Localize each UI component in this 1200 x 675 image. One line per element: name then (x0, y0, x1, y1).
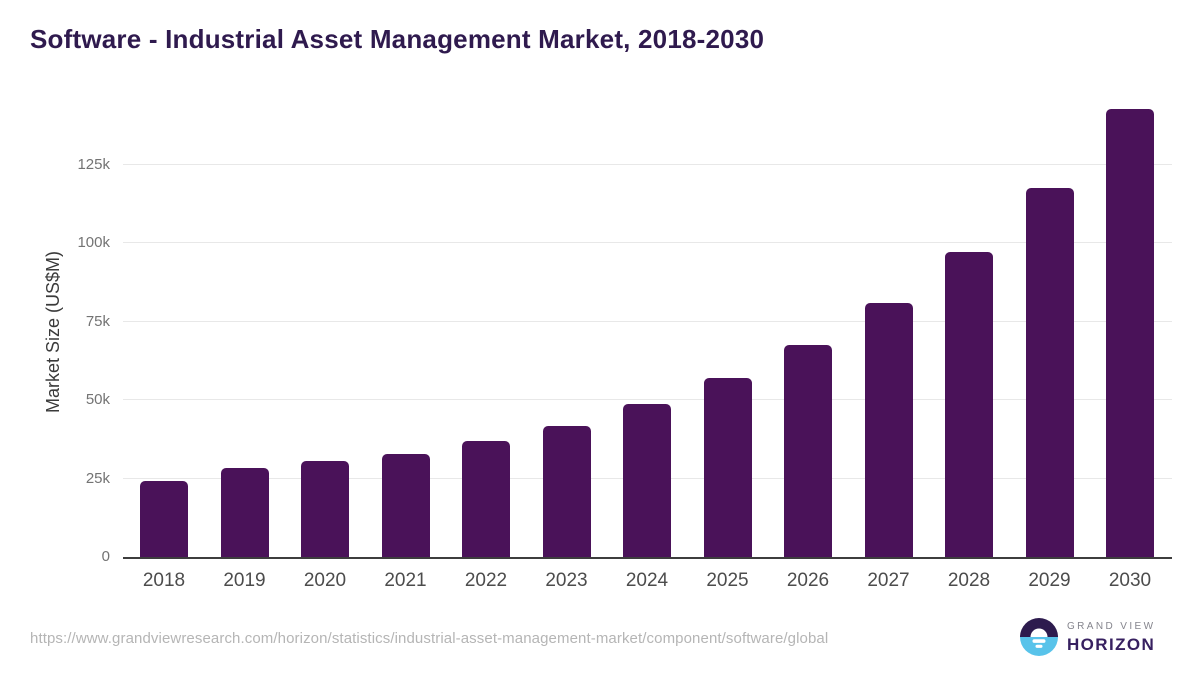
plot-area (123, 91, 1172, 559)
x-tick-label-2024: 2024 (625, 570, 669, 591)
y-tick-label-100k: 100k (77, 234, 110, 252)
x-tick-label-2021: 2021 (384, 570, 427, 591)
logo-wordmark: GRAND VIEW HORIZON (1067, 621, 1155, 654)
y-tick-label-75k: 75k (85, 312, 110, 330)
bar-2030[interactable] (1106, 109, 1154, 557)
chart-title: Software - Industrial Asset Management M… (30, 24, 765, 54)
bar-2019[interactable] (220, 468, 269, 557)
gridline-75k (123, 320, 1172, 322)
bar-2023[interactable] (542, 426, 591, 557)
x-tick-label-2026: 2026 (786, 570, 830, 591)
y-tick-label-25k: 25k (85, 469, 110, 487)
y-tick-label-50k: 50k (85, 391, 110, 409)
source-url: https://www.grandviewresearch.com/horizo… (30, 630, 829, 647)
bar-2026[interactable] (784, 345, 832, 557)
x-tick-label-2030: 2030 (1108, 570, 1152, 591)
bar-2024[interactable] (623, 403, 671, 557)
x-tick-label-2027: 2027 (867, 570, 910, 591)
gridline-125k (123, 164, 1172, 165)
x-tick-label-2023: 2023 (545, 570, 588, 591)
x-tick-label-2025: 2025 (706, 570, 749, 591)
x-tick-label-2029: 2029 (1028, 570, 1071, 591)
x-tick-label-2020: 2020 (303, 570, 347, 591)
gridline-50k (123, 399, 1172, 401)
gridline-100k (123, 242, 1172, 244)
y-tick-label-0: 0 (101, 548, 110, 565)
x-tick-label-2022: 2022 (464, 570, 508, 591)
x-tick-label-2018: 2018 (142, 570, 186, 591)
bar-2027[interactable] (864, 303, 913, 557)
logo-top-text: GRAND VIEW (1067, 620, 1156, 632)
bar-2021[interactable] (381, 453, 430, 557)
x-tick-label-2019: 2019 (223, 570, 266, 591)
x-tick-label-2028: 2028 (947, 570, 991, 591)
horizon-logo-icon (1020, 618, 1058, 656)
bar-2020[interactable] (301, 461, 349, 557)
logo-bottom-text: HORIZON (1067, 634, 1156, 654)
bar-2022[interactable] (462, 440, 510, 557)
bar-2025[interactable] (703, 377, 752, 557)
bar-2018[interactable] (140, 480, 188, 557)
bar-2028[interactable] (945, 252, 993, 557)
brand-logo: GRAND VIEW HORIZON (1019, 617, 1155, 657)
bar-2029[interactable] (1025, 188, 1074, 557)
y-tick-label-125k: 125k (77, 156, 110, 173)
